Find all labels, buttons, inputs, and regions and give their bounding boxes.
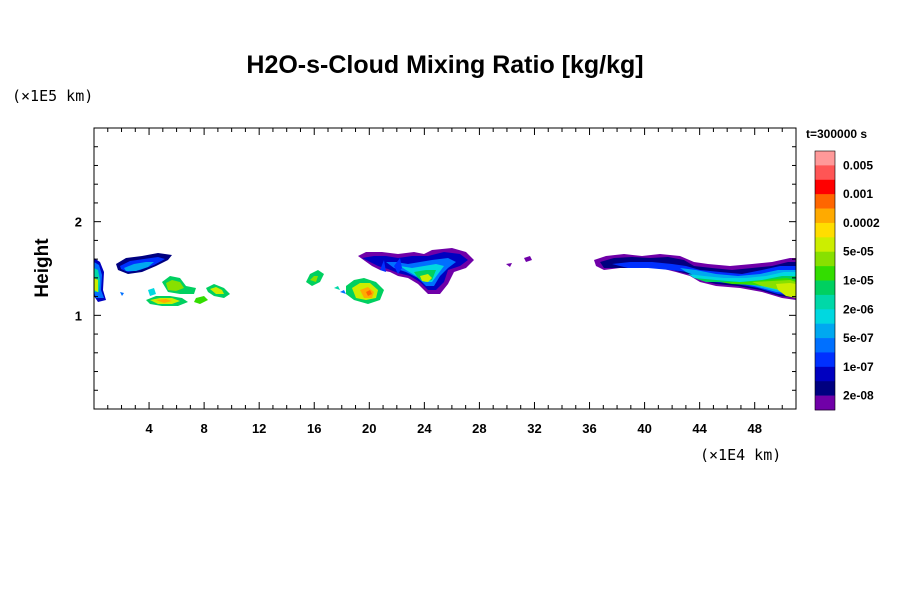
colorbar-swatch — [815, 366, 835, 382]
colorbar-swatch — [815, 395, 835, 411]
colorbar: 0.005 0.001 0.0002 5e-05 1e-05 2e-06 5e-07 1e-0… — [814, 150, 880, 411]
x-tick-label: 12 — [252, 421, 266, 436]
x-tick-label: 8 — [201, 421, 208, 436]
plot-frame — [93, 127, 797, 410]
colorbar-label: 0.005 — [843, 158, 873, 172]
y-axis-unit: (×1E5 km) — [12, 87, 93, 105]
x-tick-label: 28 — [472, 421, 486, 436]
colorbar-swatch — [815, 381, 835, 396]
colorbar-swatch — [815, 266, 835, 281]
colorbar-swatch — [815, 208, 835, 224]
colorbar-swatch — [815, 352, 835, 368]
x-tick-label: 20 — [362, 421, 376, 436]
x-tick-label: 24 — [417, 421, 432, 436]
x-tick-label: 48 — [747, 421, 761, 436]
y-tick-label: 2 — [75, 215, 82, 230]
colorbar-swatch — [815, 294, 835, 310]
colorbar-label: 1e-05 — [843, 274, 874, 288]
colorbar-swatch — [815, 338, 835, 353]
colorbar-swatch — [815, 151, 835, 166]
colorbar-label: 0.001 — [843, 187, 873, 201]
colorbar-label: 2e-06 — [843, 302, 874, 316]
x-tick-label: 40 — [637, 421, 651, 436]
x-tick-label: 36 — [582, 421, 596, 436]
x-tick-label: 44 — [692, 421, 707, 436]
y-axis-label: Height — [32, 238, 53, 298]
colorbar-swatch — [815, 237, 835, 253]
colorbar-label: 0.0002 — [843, 216, 880, 230]
colorbar-swatch — [815, 251, 835, 267]
colorbar-swatch — [815, 280, 835, 296]
x-tick-label: 32 — [527, 421, 541, 436]
colorbar-frame — [814, 150, 836, 411]
y-tick-label: 1 — [75, 308, 82, 323]
colorbar-label: 5e-05 — [843, 245, 874, 259]
time-label: t=300000 s — [806, 127, 867, 141]
colorbar-swatch — [815, 179, 835, 195]
x-tick-label: 4 — [145, 421, 153, 436]
x-axis: 4 8 12 16 20 24 28 32 36 40 44 48 — [107, 128, 783, 436]
colorbar-swatch — [815, 222, 835, 238]
cloud-field — [94, 248, 796, 306]
x-axis-unit: (×1E4 km) — [700, 446, 781, 464]
chart-title: H2O-s-Cloud Mixing Ratio [kg/kg] — [246, 51, 643, 79]
colorbar-swatch — [815, 323, 835, 339]
colorbar-label: 1e-07 — [843, 360, 874, 374]
x-tick-label: 16 — [307, 421, 321, 436]
colorbar-swatch — [815, 165, 835, 181]
colorbar-label: 2e-08 — [843, 389, 874, 403]
colorbar-label: 5e-07 — [843, 331, 874, 345]
y-axis: 12 — [75, 146, 796, 391]
colorbar-swatch — [815, 194, 835, 209]
colorbar-swatch — [815, 309, 835, 324]
